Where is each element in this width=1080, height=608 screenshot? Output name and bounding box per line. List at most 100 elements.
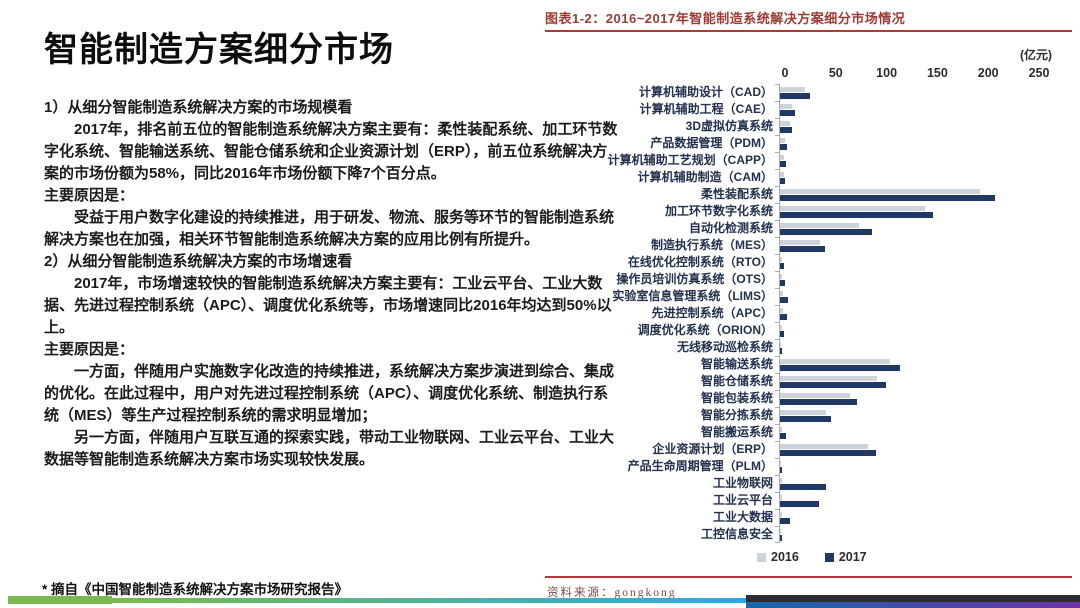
chart-row: 工业云平台: [545, 492, 1039, 509]
legend-label: 2017: [838, 550, 867, 564]
bar-2016: [780, 189, 981, 194]
category-label: 工控信息安全: [700, 527, 773, 541]
bar-group: [775, 509, 1039, 526]
chart-row: 智能仓储系统: [545, 373, 1039, 390]
chart-row: 智能分拣系统: [545, 407, 1039, 424]
category-label: 工业云平台: [712, 493, 773, 507]
chart-row: 产品数据管理（PDM）: [545, 135, 1039, 152]
bar-2017: [780, 178, 786, 184]
bar-2016: [780, 240, 820, 245]
chart-row: 计算机辅助工程（CAE）: [545, 101, 1039, 118]
bar-2016: [780, 512, 783, 517]
bar-2016: [780, 393, 851, 398]
bar-2016: [780, 478, 783, 483]
category-label: 无线移动巡检系统: [676, 340, 773, 354]
category-label: 产品数据管理（PDM）: [650, 136, 773, 150]
category-label: 计算机辅助制造（CAM）: [637, 170, 773, 184]
bar-2017: [780, 212, 934, 218]
category-label: 先进控制系统（APC）: [651, 306, 773, 320]
left-text-column: 智能制造方案细分市场 1）从细分智能制造系统解决方案的市场规模看 2017年，排名…: [44, 22, 618, 471]
x-axis-tick: 250: [1028, 66, 1050, 80]
chart-row: 计算机辅助设计（CAD）: [545, 84, 1039, 101]
bar-group: [775, 203, 1039, 220]
chart-row: 加工环节数字化系统: [545, 203, 1039, 220]
category-label: 计算机辅助设计（CAD）: [639, 85, 773, 99]
body-paragraph: 2）从细分智能制造系统解决方案的市场增速看: [44, 253, 353, 270]
bottom-band-green-segment: [8, 596, 112, 604]
chart-row: 无线移动巡检系统: [545, 339, 1039, 356]
chart-row: 计算机辅助工艺规划（CAPP）: [545, 152, 1039, 169]
bar-group: [775, 220, 1039, 237]
bar-group: [775, 101, 1039, 118]
bar-2017: [780, 382, 886, 388]
bar-2017: [780, 144, 788, 150]
bar-group: [775, 458, 1039, 475]
bar-2016: [780, 223, 860, 228]
category-label: 智能搬运系统: [700, 425, 773, 439]
bar-2017: [780, 331, 785, 337]
legend-swatch: [824, 552, 834, 562]
chart-row: 智能输送系统: [545, 356, 1039, 373]
x-axis-tick: 50: [828, 66, 843, 80]
legend-label: 2016: [771, 550, 799, 564]
bar-group: [775, 390, 1039, 407]
bar-group: [775, 526, 1039, 543]
category-label: 工业物联网: [712, 476, 773, 490]
body-paragraph: 2017年，排名前五位的智能制造系统解决方案主要有：柔性装配系统、加工环节数字化…: [44, 121, 618, 182]
category-label: 产品生命周期管理（PLM）: [627, 459, 773, 473]
category-label: 自动化检测系统: [688, 221, 773, 235]
bar-2017: [780, 484, 826, 490]
bar-2017: [780, 229, 873, 235]
source-note: 资料来源：gongkong: [547, 584, 677, 600]
chart-title: 图表1-2：2016~2017年智能制造系统解决方案细分市场情况: [545, 11, 906, 26]
footnote: * 摘自《中国智能制造系统解决方案市场研究报告》: [42, 582, 349, 597]
bar-2017: [780, 416, 831, 422]
chart-row: 工控信息安全: [545, 526, 1039, 543]
bar-2016: [780, 529, 782, 534]
bar-2016: [780, 342, 782, 347]
bar-group: [775, 118, 1039, 135]
bar-2017: [780, 127, 793, 133]
bar-2017: [780, 518, 791, 524]
bar-2017: [780, 535, 783, 541]
bar-group: [775, 322, 1039, 339]
bar-group: [775, 424, 1039, 441]
category-label: 操作员培训仿真系统（OTS）: [616, 272, 773, 286]
category-label: 计算机辅助工艺规划（CAPP）: [607, 153, 773, 167]
x-axis-tick: 150: [926, 66, 948, 80]
bar-2016: [780, 308, 784, 313]
category-label: 企业资源计划（ERP）: [652, 442, 773, 456]
bar-group: [775, 492, 1039, 509]
bar-group: [775, 407, 1039, 424]
bar-2016: [780, 138, 786, 143]
chart-row: 实验室信息管理系统（LIMS）: [545, 288, 1039, 305]
bar-2016: [780, 325, 783, 330]
chart-row: 操作员培训仿真系统（OTS）: [545, 271, 1039, 288]
bar-group: [775, 288, 1039, 305]
bar-2016: [780, 172, 785, 177]
bar-2016: [780, 444, 869, 449]
bar-2016: [780, 155, 785, 160]
chart-row: 自动化检测系统: [545, 220, 1039, 237]
bar-2017: [780, 195, 996, 201]
bar-2017: [780, 467, 783, 473]
chart-row: 企业资源计划（ERP）: [545, 441, 1039, 458]
bar-2016: [780, 274, 783, 279]
chart-row: 工业大数据: [545, 509, 1039, 526]
bar-2017: [780, 501, 819, 507]
bar-2017: [780, 365, 900, 371]
bar-2017: [780, 314, 788, 320]
bar-2017: [780, 348, 783, 354]
category-label: 3D虚拟仿真系统: [685, 119, 773, 133]
bar-group: [775, 373, 1039, 390]
body-paragraph: 主要原因是：: [44, 341, 135, 358]
category-label: 制造执行系统（MES）: [650, 238, 773, 252]
bar-group: [775, 339, 1039, 356]
bar-group: [775, 271, 1039, 288]
chart-row: 在线优化控制系统（RTO）: [545, 254, 1039, 271]
body-paragraph: 一方面，伴随用户实施数字化改造的持续推进，系统解决方案步演进到综合、集成的优化。…: [44, 363, 615, 424]
bar-group: [775, 254, 1039, 271]
chart-row: 先进控制系统（APC）: [545, 305, 1039, 322]
bar-2017: [780, 297, 789, 303]
